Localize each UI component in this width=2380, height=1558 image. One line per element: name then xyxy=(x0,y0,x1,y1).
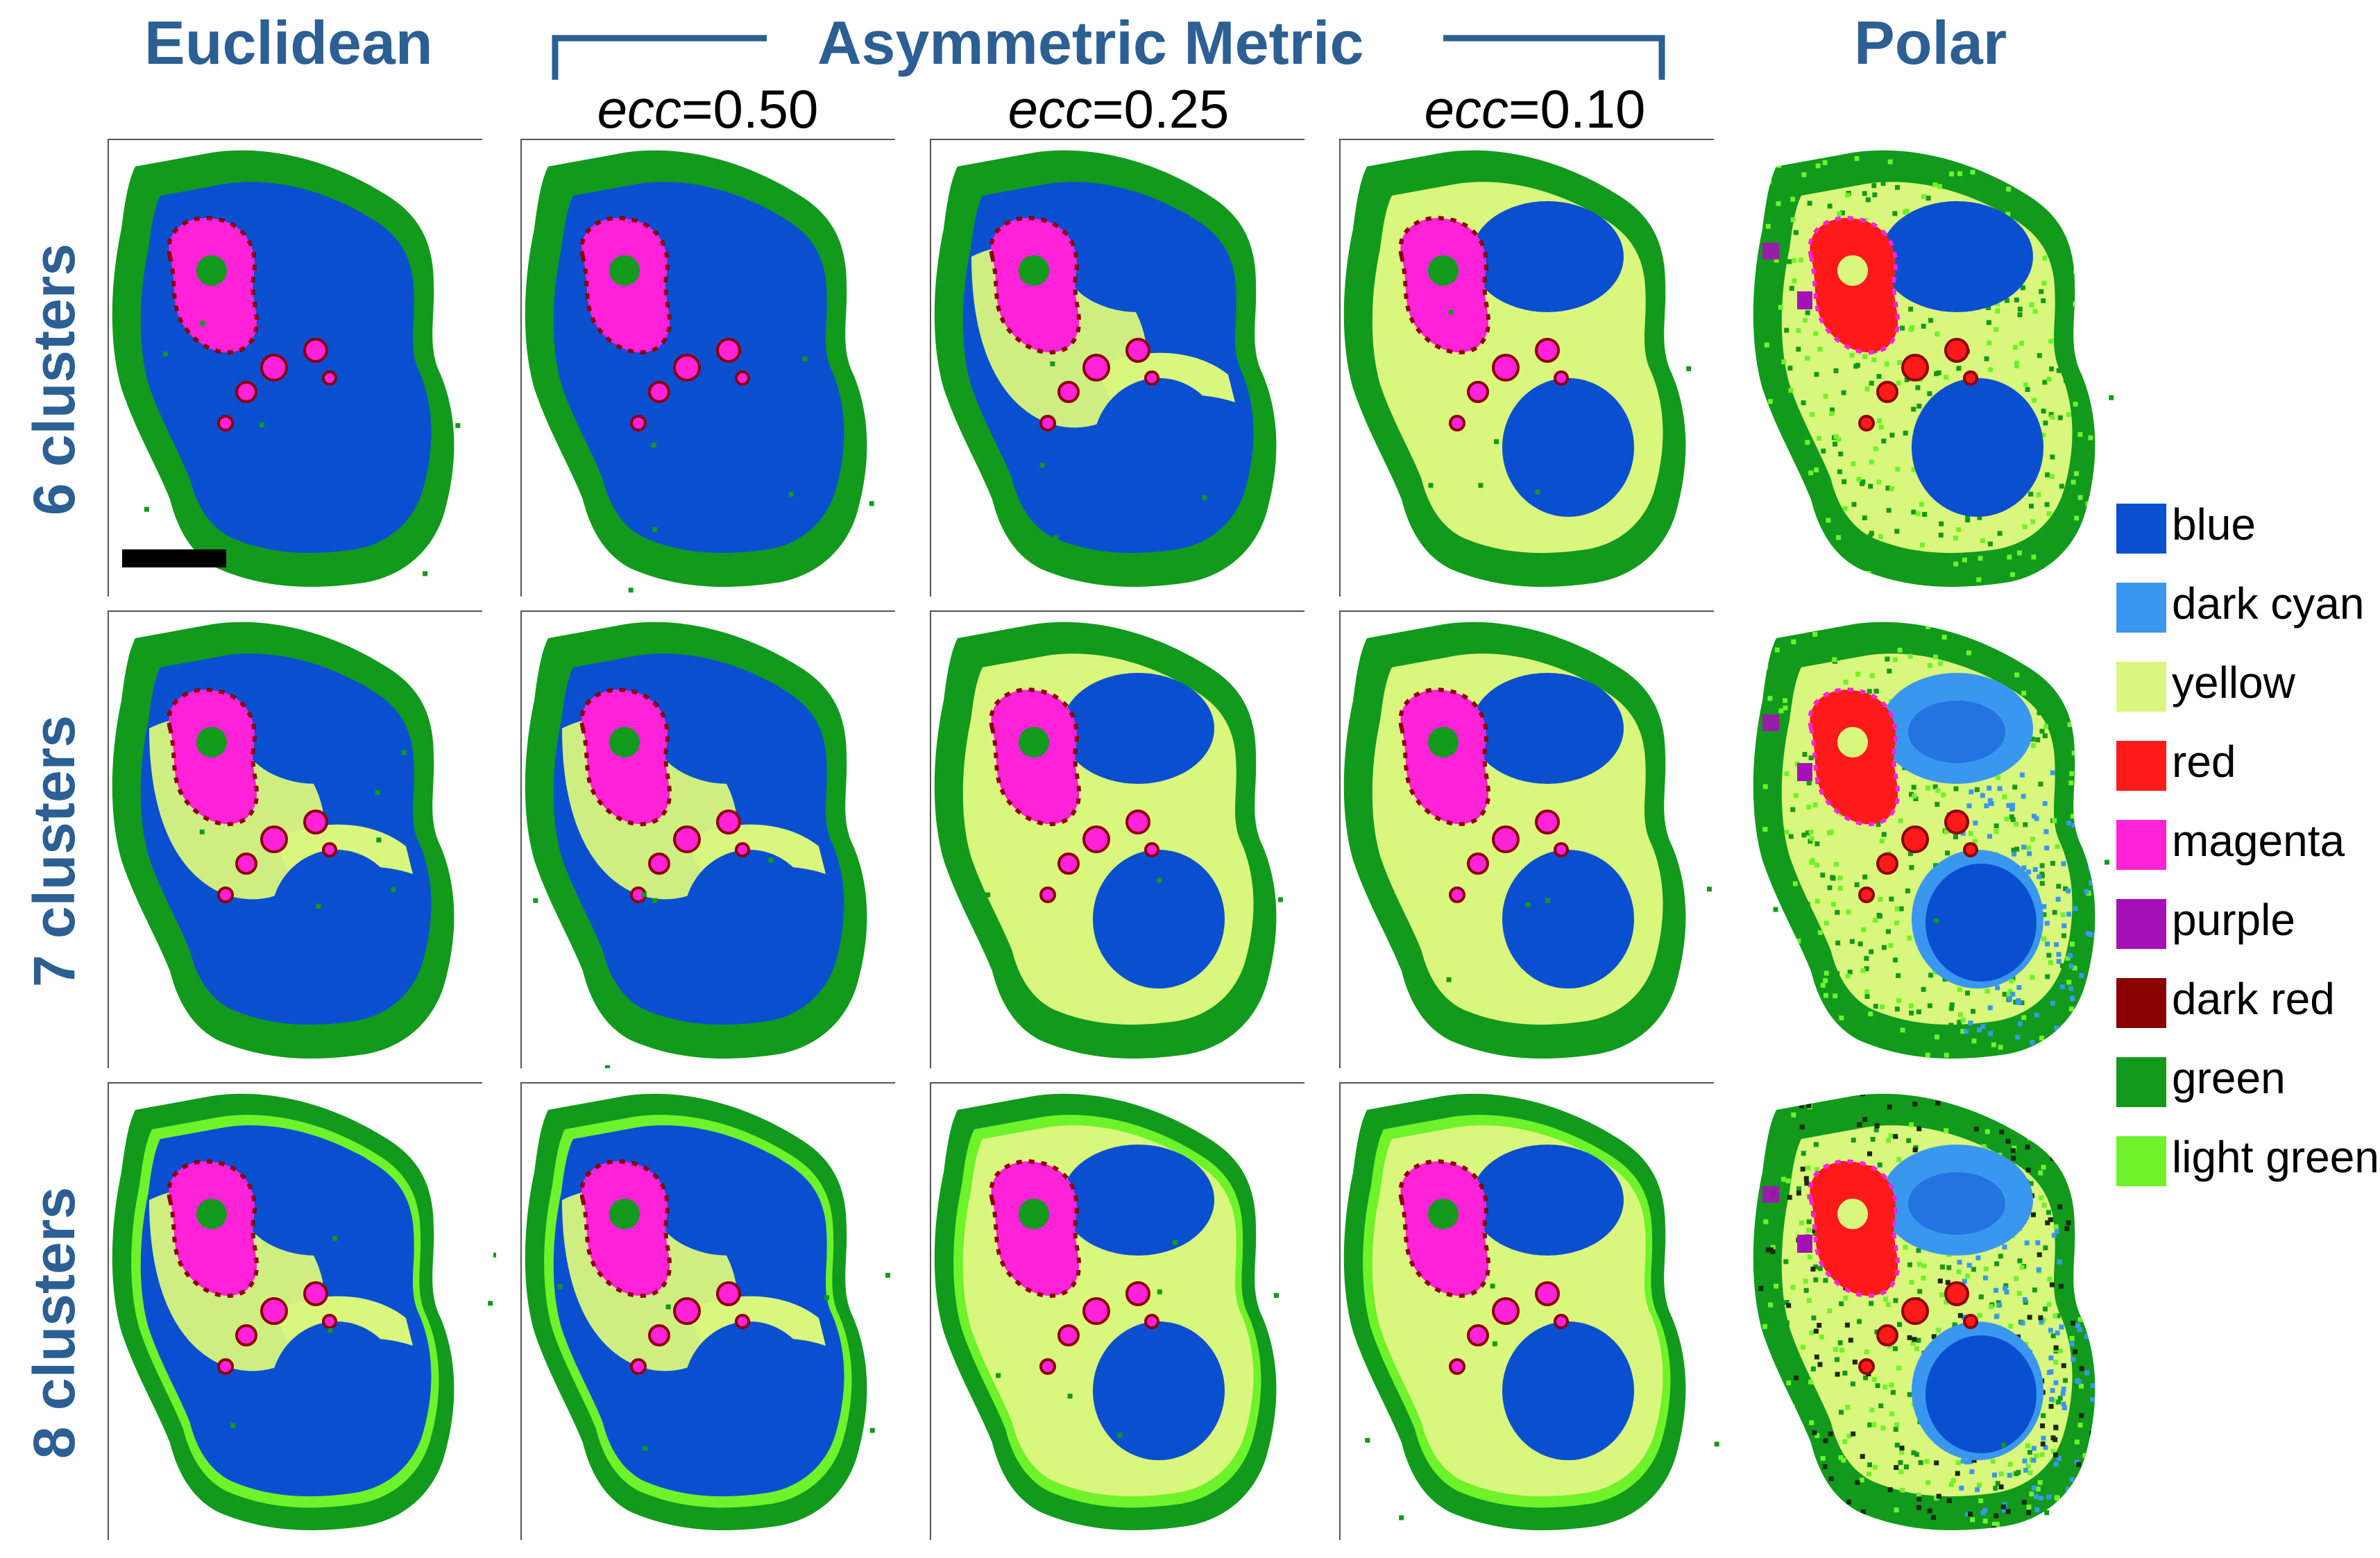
ecc-label-025: ecc=0.25 xyxy=(1008,78,1230,139)
legend-label: blue xyxy=(2172,499,2256,549)
ecc-label-050: ecc=0.50 xyxy=(597,78,819,139)
legend-swatch xyxy=(2116,978,2166,1028)
row-label-8-clusters: 8 clusters xyxy=(22,1186,87,1459)
cluster-panel xyxy=(520,610,909,1068)
legend-label: dark cyan xyxy=(2172,579,2365,628)
cluster-panel xyxy=(930,139,1318,597)
cluster-panel xyxy=(1339,139,1728,597)
cluster-panel xyxy=(108,610,496,1068)
header-euclidean: Euclidean xyxy=(144,8,433,77)
cluster-panel xyxy=(108,1082,496,1540)
cell-image xyxy=(1339,1082,1719,1540)
cell-image xyxy=(930,1082,1304,1540)
cell-image xyxy=(520,139,895,597)
cluster-panel xyxy=(1339,1082,1728,1540)
cluster-panel xyxy=(930,610,1318,1068)
cell-image xyxy=(1753,1093,2096,1530)
ecc-label-010: ecc=0.10 xyxy=(1424,78,1646,139)
cell-image xyxy=(520,610,895,1068)
legend-label: light green xyxy=(2172,1132,2379,1182)
cluster-panel xyxy=(930,1082,1318,1540)
cluster-panel xyxy=(108,139,496,597)
cell-image xyxy=(1339,139,1714,597)
legend-label: purple xyxy=(2172,895,2295,945)
legend-label: yellow xyxy=(2172,658,2295,708)
cell-image xyxy=(520,1082,895,1540)
cell-image xyxy=(930,610,1304,1068)
cluster-panel xyxy=(1749,610,2137,1068)
legend-swatch xyxy=(2116,1136,2166,1186)
legend-label: green xyxy=(2172,1053,2286,1103)
legend-swatch xyxy=(2116,583,2166,633)
cell-image xyxy=(108,610,482,1068)
cell-image xyxy=(108,139,482,597)
legend-label: dark red xyxy=(2172,974,2335,1024)
cluster-panel xyxy=(520,1082,909,1540)
legend-swatch xyxy=(2116,820,2166,870)
header-polar: Polar xyxy=(1854,8,2007,77)
header-asymmetric-metric: Asymmetric Metric xyxy=(817,8,1364,77)
legend-swatch xyxy=(2116,899,2166,949)
cell-image xyxy=(108,1082,496,1540)
cell-image xyxy=(1753,622,2109,1059)
cluster-panel xyxy=(1339,610,1728,1068)
cell-image xyxy=(930,139,1304,597)
row-label-6-clusters: 6 clusters xyxy=(22,243,87,516)
cluster-panel xyxy=(1749,1082,2137,1540)
row-label-7-clusters: 7 clusters xyxy=(22,714,87,988)
legend-label: magenta xyxy=(2172,816,2345,866)
legend-swatch xyxy=(2116,741,2166,791)
cell-image xyxy=(1339,610,1714,1068)
cell-image xyxy=(1753,150,2114,587)
legend-swatch xyxy=(2116,662,2166,712)
scale-bar xyxy=(122,549,226,567)
legend-swatch xyxy=(2116,504,2166,554)
cluster-panel xyxy=(1749,139,2137,597)
legend-swatch xyxy=(2116,1057,2166,1107)
legend-label: red xyxy=(2172,737,2236,787)
cluster-panel xyxy=(520,139,909,597)
